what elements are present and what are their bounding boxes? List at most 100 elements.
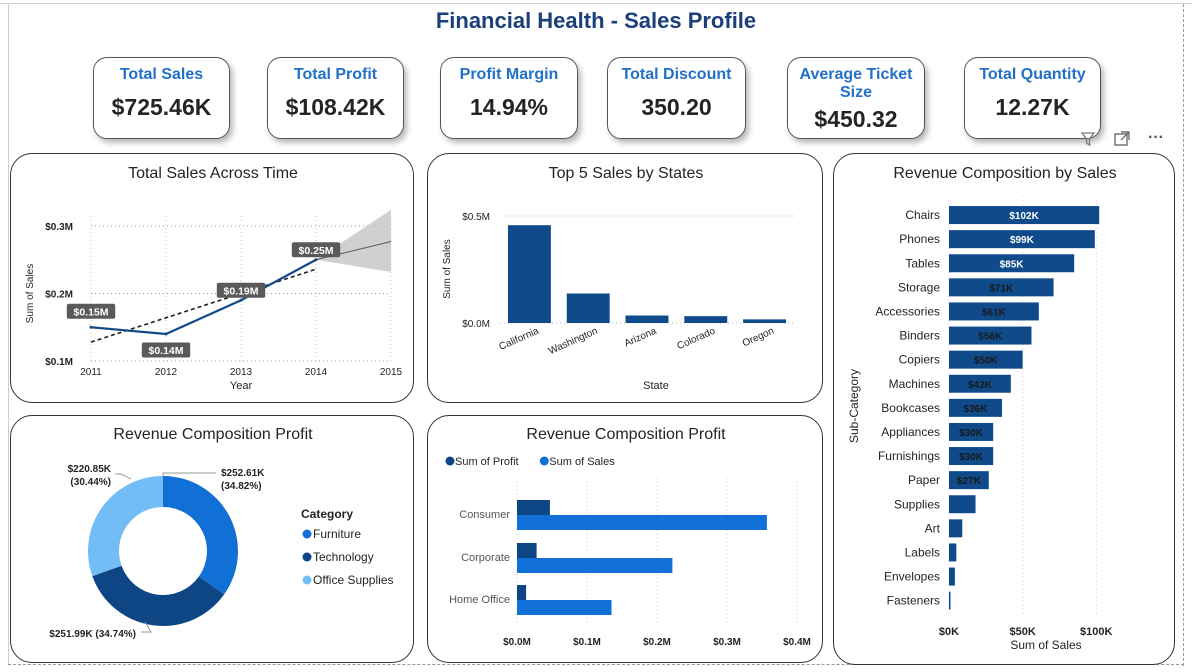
x-tick-label: California — [498, 326, 541, 353]
bar-corporate-profit — [517, 543, 537, 558]
bar-appliances — [949, 422, 994, 441]
panel-revenue-by-subcategory[interactable]: Revenue Composition by Sales $0K $50K $100K… — [833, 153, 1175, 665]
slice-label: (30.44%) — [70, 477, 111, 488]
y-axis-label: Sub-Category — [847, 369, 861, 443]
bar-home-office-sales — [517, 600, 612, 615]
kpi-card-average-ticket-size[interactable]: Average Ticket Size $450.32 — [787, 57, 925, 139]
bar-binders — [949, 326, 1032, 345]
y-tick-label: Binders — [899, 329, 940, 343]
visual-header: ··· — [1080, 129, 1175, 148]
report-left-edge — [8, 4, 9, 666]
report-right-edge — [1183, 4, 1184, 666]
y-tick-label: $0.2M — [45, 290, 73, 301]
data-label-bg — [291, 242, 341, 258]
y-tick-label: $0.5M — [462, 212, 490, 223]
bar-chairs — [949, 206, 1100, 225]
bar-storage — [949, 278, 1054, 297]
bar-oregon — [743, 319, 787, 323]
legend-label: Sum of Sales — [549, 456, 615, 468]
y-tick-label: Chairs — [905, 208, 940, 222]
legend-title: Category — [301, 507, 353, 521]
data-label: $0.15M — [73, 306, 108, 318]
data-label-bg — [66, 303, 116, 319]
y-tick-label: Labels — [905, 545, 940, 559]
kpi-label: Total Sales — [119, 66, 204, 83]
x-tick-label: 2015 — [380, 367, 403, 378]
legend-swatch — [539, 456, 549, 466]
y-tick-label: Corporate — [461, 552, 510, 564]
data-point — [314, 258, 318, 262]
y-tick-label: Consumer — [459, 509, 510, 521]
data-label-bg — [216, 282, 266, 298]
y-axis-label: Sum of Sales — [442, 239, 453, 298]
donut-chart-category: Revenue Composition Profit $252.61K (34.82… — [49, 426, 393, 640]
focus-mode-icon[interactable] — [1114, 131, 1130, 146]
y-tick-label: Supplies — [894, 497, 940, 511]
kpi-label: Total Discount — [621, 66, 732, 83]
x-tick-label: Washington — [547, 326, 599, 357]
y-tick-label: Bookcases — [881, 401, 940, 415]
kpi-card-profit-margin[interactable]: Profit Margin 14.94% — [440, 57, 578, 139]
bar-corporate-sales — [517, 558, 673, 573]
panel-top-states[interactable]: Top 5 Sales by States $0.0M $0.5M Sum of Sa… — [427, 153, 823, 403]
legend-swatch — [445, 456, 455, 466]
data-label: $27K — [957, 476, 982, 487]
kpi-value: 14.94% — [469, 94, 548, 120]
donut-slice-office-supplies — [87, 476, 163, 577]
panel-category-donut[interactable]: Revenue Composition Profit $252.61K (34.82… — [10, 415, 414, 663]
legend-swatch — [302, 575, 312, 585]
y-tick-label: Machines — [889, 377, 940, 391]
data-label: $99K — [1010, 235, 1035, 246]
chart-title: Top 5 Sales by States — [549, 165, 704, 182]
y-tick-label: Fasteners — [887, 594, 940, 608]
y-tick-label: $0.0M — [462, 319, 490, 330]
x-tick-label: $0.1M — [573, 637, 601, 648]
x-axis-label: Sum of Sales — [1010, 638, 1081, 652]
kpi-card-total-profit[interactable]: Total Profit $108.42K — [267, 57, 404, 139]
slice-label: $220.85K — [68, 464, 112, 475]
y-tick-label: Home Office — [449, 594, 510, 606]
data-label: $71K — [989, 283, 1014, 294]
data-label: $36K — [964, 404, 989, 415]
x-tick-label: Arizona — [623, 326, 659, 350]
report-bottom-edge — [8, 664, 1184, 665]
donut-slice-technology — [92, 565, 225, 626]
bar-chart-segment-profit-sales: Revenue Composition Profit Sum of Profit S… — [445, 426, 811, 648]
panel-segment-profit-sales[interactable]: Revenue Composition Profit Sum of Profit S… — [427, 415, 823, 663]
sales-line — [90, 258, 317, 336]
kpi-value: $108.42K — [285, 94, 386, 120]
data-label: $61K — [982, 307, 1007, 318]
y-tick-label: $0.1M — [45, 357, 73, 368]
legend-label: Technology — [313, 550, 374, 564]
data-label: $102K — [1009, 211, 1039, 222]
chart-title: Total Sales Across Time — [128, 165, 298, 182]
legend-swatch — [302, 552, 312, 562]
data-point — [164, 332, 168, 336]
kpi-label: Total Profit — [293, 66, 378, 83]
panel-sales-over-time[interactable]: Total Sales Across Time $0.1M $0.2M $0.3M 20… — [10, 153, 414, 403]
kpi-card-total-discount[interactable]: Total Discount 350.20 — [607, 57, 746, 139]
kpi-card-total-quantity[interactable]: Total Quantity 12.27K — [964, 57, 1101, 139]
x-tick-label: $0.2M — [643, 637, 671, 648]
data-label: $0.19M — [223, 285, 258, 297]
bar-home-office-profit — [517, 585, 527, 600]
bar-envelopes — [949, 567, 955, 586]
x-tick-label: $0.0M — [503, 637, 531, 648]
data-label-bg — [141, 342, 191, 358]
slice-label: $251.99K (34.74%) — [49, 629, 136, 640]
bar-tables — [949, 254, 1075, 273]
x-tick-label: 2014 — [305, 367, 328, 378]
more-options-icon[interactable]: ··· — [1148, 129, 1164, 146]
data-point — [89, 325, 93, 329]
x-axis-label: State — [643, 380, 669, 392]
kpi-card-total-sales[interactable]: Total Sales $725.46K — [93, 57, 230, 139]
bar-phones — [949, 230, 1095, 249]
data-label: $30K — [959, 452, 984, 463]
kpi-label: Profit Margin — [459, 66, 559, 83]
filter-icon[interactable] — [1080, 132, 1096, 147]
bar-supplies — [949, 495, 976, 514]
x-tick-label: $100K — [1080, 626, 1112, 638]
bar-consumer-profit — [517, 500, 550, 515]
x-axis-label: Year — [230, 380, 253, 392]
bar-arizona — [625, 315, 669, 323]
